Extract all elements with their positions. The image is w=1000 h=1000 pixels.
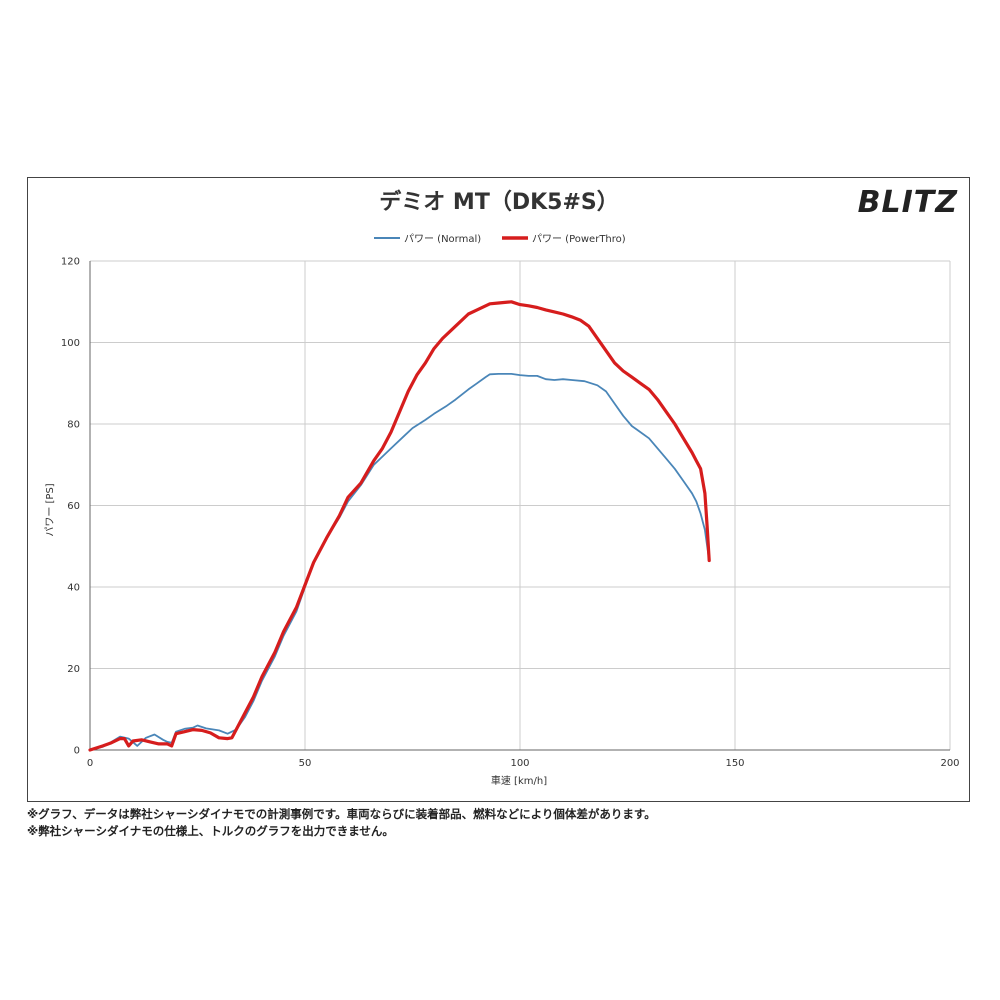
chart-svg: デミオ MT（DK5#S） BLITZ パワー (Normal) パワー (Pow… xyxy=(44,185,960,787)
x-tick-label: 0 xyxy=(87,758,93,769)
legend: パワー (Normal) パワー (PowerThro) xyxy=(374,233,626,245)
x-axis-label: 車速 [km/h] xyxy=(491,774,547,787)
y-tick-label: 0 xyxy=(74,746,80,757)
series-line-powerthro xyxy=(88,300,711,752)
x-tick-label: 50 xyxy=(299,758,312,769)
note-line-2: ※弊社シャーシダイナモの仕様上、トルクのグラフを出力できません。 xyxy=(27,824,394,838)
blitz-logo: BLITZ xyxy=(858,185,959,220)
series-layer xyxy=(88,300,711,752)
y-tick-label: 120 xyxy=(61,257,80,268)
notes: ※グラフ、データは弊社シャーシダイナモでの計測事例です。車両ならびに装着部品、燃… xyxy=(27,806,656,840)
legend-item: パワー (PowerThro) xyxy=(502,233,626,245)
x-tick-label: 100 xyxy=(510,758,529,769)
legend-label: パワー (Normal) xyxy=(404,233,481,245)
y-tick-label: 40 xyxy=(67,583,80,594)
chart-frame: デミオ MT（DK5#S） BLITZ パワー (Normal) パワー (Pow… xyxy=(27,177,970,802)
series-line-normal xyxy=(89,373,711,751)
x-tick-label: 200 xyxy=(940,758,959,769)
y-tick-label: 20 xyxy=(67,664,80,675)
y-tick-label: 60 xyxy=(67,501,80,512)
grid xyxy=(89,260,951,751)
note-line-1: ※グラフ、データは弊社シャーシダイナモでの計測事例です。車両ならびに装着部品、燃… xyxy=(27,807,656,821)
axes: 0 20 40 60 80 100 120 0 50 100 150 200 xyxy=(61,257,960,770)
x-tick-label: 150 xyxy=(725,758,744,769)
chart-title: デミオ MT（DK5#S） xyxy=(379,189,618,215)
y-tick-label: 100 xyxy=(61,338,80,349)
legend-label: パワー (PowerThro) xyxy=(532,233,626,245)
y-tick-label: 80 xyxy=(67,420,80,431)
legend-item: パワー (Normal) xyxy=(374,233,481,245)
y-axis-label: パワー [PS] xyxy=(44,483,56,536)
